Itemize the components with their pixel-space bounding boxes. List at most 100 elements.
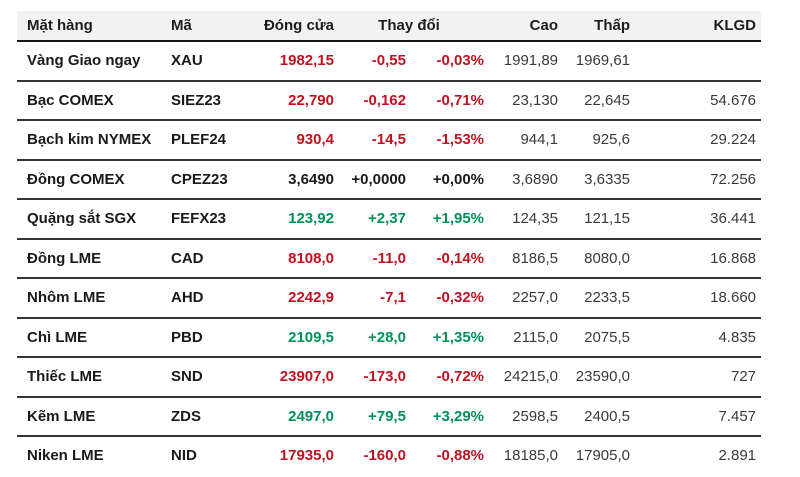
table-row: Bạc COMEX SIEZ23 22,790 -0,162 -0,71% 23… [17,80,762,121]
table-row: Thiếc LME SND 23907,0 -173,0 -0,72% 2421… [17,357,762,398]
volume-cell: 16.868 [630,238,762,279]
code-cell: AHD [161,278,246,319]
code-cell: XAU [161,41,246,82]
header-volume: KLGD [630,11,762,42]
header-code: Mã [161,11,246,42]
table-row: Đồng LME CAD 8108,0 -11,0 -0,14% 8186,5 … [17,238,762,279]
commodity-name-cell: Nhôm LME [17,278,161,319]
close-cell: 8108,0 [246,238,334,279]
high-cell: 1991,89 [484,41,559,82]
close-cell: 1982,15 [246,41,334,82]
high-cell: 8186,5 [484,238,559,279]
high-cell: 18185,0 [503,447,559,465]
commodity-name-cell: Đồng COMEX [17,159,161,200]
change-pct-cell: -0,03% [406,41,485,82]
high-cell: 24215,0 [484,357,559,398]
volume-cell: 54.676 [630,80,762,121]
volume-cell: 2.891 [718,447,757,465]
table-row: Chì LME PBD 2109,5 +28,0 +1,35% 2115,0 2… [17,317,762,358]
change-cell: -0,55 [334,41,406,82]
code-cell: FEFX23 [161,199,246,240]
close-cell: 2242,9 [246,278,334,319]
volume-cell: 36.441 [630,199,762,240]
code-cell: CAD [161,238,246,279]
commodity-price-table: Mặt hàng Mã Đóng cửa Thay đổi Cao Thấp K… [17,11,762,475]
high-cell: 2115,0 [484,317,559,358]
low-cell: 23590,0 [558,357,631,398]
change-cell: -14,5 [334,120,406,161]
volume-cell: 29.224 [630,120,762,161]
change-cell: +0,0000 [334,159,406,200]
header-item: Mặt hàng [17,11,161,42]
close-cell: 3,6490 [246,159,334,200]
change-pct-cell: -1,53% [406,120,485,161]
header-row: Mặt hàng Mã Đóng cửa Thay đổi Cao Thấp K… [17,11,762,42]
change-pct-cell: +3,29% [406,396,485,437]
close-cell: 22,790 [246,80,334,121]
change-pct-cell: -0,32% [406,278,485,319]
commodity-name-cell: Kẽm LME [17,396,161,437]
close-cell: 930,4 [246,120,334,161]
volume-cell: 18.660 [630,278,762,319]
table-body: Vàng Giao ngay XAU 1982,15 -0,55 -0,03% … [17,41,762,475]
high-cell: 23,130 [484,80,559,121]
change-cell: +28,0 [334,317,406,358]
close-cell: 2109,5 [246,317,334,358]
low-cell: 22,645 [558,80,631,121]
change-pct-cell: +0,00% [406,159,485,200]
commodity-name-cell: Chì LME [17,317,161,358]
change-cell: -173,0 [334,357,406,398]
table-row: Đồng COMEX CPEZ23 3,6490 +0,0000 +0,00% … [17,159,762,200]
close-cell: 2497,0 [246,396,334,437]
header-change: Thay đổi [334,11,485,42]
change-pct-cell: -0,71% [406,80,485,121]
close-cell: 123,92 [246,199,334,240]
code-cell: SND [161,357,246,398]
low-cell: 3,6335 [558,159,631,200]
table-row: Bạch kim NYMEX PLEF24 930,4 -14,5 -1,53%… [17,120,762,161]
commodity-name-cell: Vàng Giao ngay [17,41,161,82]
commodity-name-cell: Đồng LME [17,238,161,279]
volume-cell [630,41,762,82]
change-pct-cell: -0,88% [436,447,485,465]
change-cell: +2,37 [334,199,406,240]
change-cell: -0,162 [334,80,406,121]
commodity-name-cell: Quặng sắt SGX [17,199,161,240]
code-cell: PLEF24 [161,120,246,161]
table-row: Vàng Giao ngay XAU 1982,15 -0,55 -0,03% … [17,41,762,82]
change-cell: -160,0 [363,447,406,465]
volume-cell: 7.457 [630,396,762,437]
code-cell: PBD [161,317,246,358]
low-cell: 925,6 [558,120,631,161]
high-cell: 944,1 [484,120,559,161]
table-row: Niken LME NID 17935,0 -160,0 -0,88% 1818… [17,436,761,475]
price-table: Mặt hàng Mã Đóng cửa Thay đổi Cao Thấp K… [17,11,762,475]
high-cell: 2598,5 [484,396,559,437]
change-cell: +79,5 [334,396,406,437]
change-pct-cell: +1,95% [406,199,485,240]
code-cell: ZDS [161,396,246,437]
code-cell: SIEZ23 [161,80,246,121]
change-cell: -11,0 [334,238,406,279]
commodity-name-cell: Thiếc LME [17,357,161,398]
change-pct-cell: +1,35% [406,317,485,358]
low-cell: 2400,5 [558,396,631,437]
header-low: Thấp [558,11,631,42]
high-cell: 2257,0 [484,278,559,319]
commodity-name-cell: Bạch kim NYMEX [17,120,161,161]
code-cell: CPEZ23 [161,159,246,200]
low-cell: 121,15 [558,199,631,240]
commodity-name-cell: Niken LME [27,447,104,465]
low-cell: 2233,5 [558,278,631,319]
high-cell: 3,6890 [484,159,559,200]
low-cell: 17905,0 [575,447,631,465]
low-cell: 8080,0 [558,238,631,279]
volume-cell: 727 [630,357,762,398]
table-header: Mặt hàng Mã Đóng cửa Thay đổi Cao Thấp K… [17,11,762,42]
table-row: Nhôm LME AHD 2242,9 -7,1 -0,32% 2257,0 2… [17,278,762,319]
commodity-name-cell: Bạc COMEX [17,80,161,121]
code-cell: NID [171,447,197,465]
low-cell: 1969,61 [558,41,631,82]
table-row: Kẽm LME ZDS 2497,0 +79,5 +3,29% 2598,5 2… [17,396,762,437]
header-high: Cao [484,11,559,42]
